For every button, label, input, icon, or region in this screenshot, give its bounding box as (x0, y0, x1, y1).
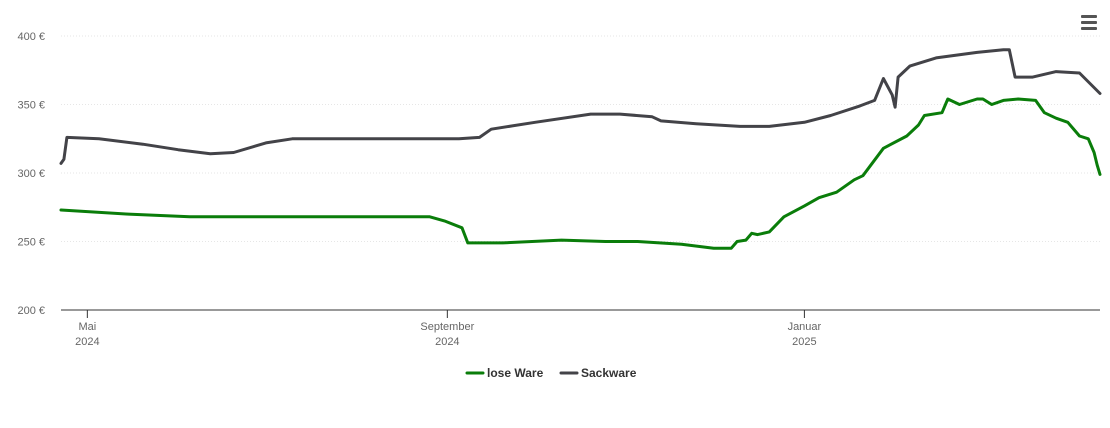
x-axis: Mai 2024 September 2024 Januar 2025 (61, 309, 1100, 348)
hamburger-menu-icon[interactable] (1076, 10, 1102, 34)
y-tick-label: 300 € (17, 168, 45, 180)
series-layer (59, 48, 1102, 250)
y-tick-label: 250 € (17, 237, 45, 249)
legend[interactable]: lose Ware Sackware (465, 366, 637, 380)
x-tick-label: Mai (78, 321, 96, 333)
x-tick-year-label: 2025 (792, 336, 816, 348)
x-tick-label: September (420, 321, 474, 333)
y-axis: 200 € 250 € 300 € 350 € 400 € (17, 31, 45, 317)
x-tick-label: Januar (788, 321, 822, 333)
series-line-sackware[interactable] (59, 48, 1102, 165)
y-tick-label: 350 € (17, 100, 45, 112)
legend-label: lose Ware (487, 366, 544, 380)
x-tick-year-label: 2024 (75, 336, 99, 348)
y-tick-label: 200 € (17, 305, 45, 317)
grid-layer (61, 35, 1100, 242)
legend-item-lose-ware[interactable]: lose Ware (465, 366, 544, 380)
series-line-lose-ware[interactable] (59, 97, 1102, 250)
y-tick-label: 400 € (17, 31, 45, 43)
legend-label: Sackware (581, 366, 637, 380)
x-tick-year-label: 2024 (435, 336, 459, 348)
legend-item-sackware[interactable]: Sackware (559, 366, 637, 380)
